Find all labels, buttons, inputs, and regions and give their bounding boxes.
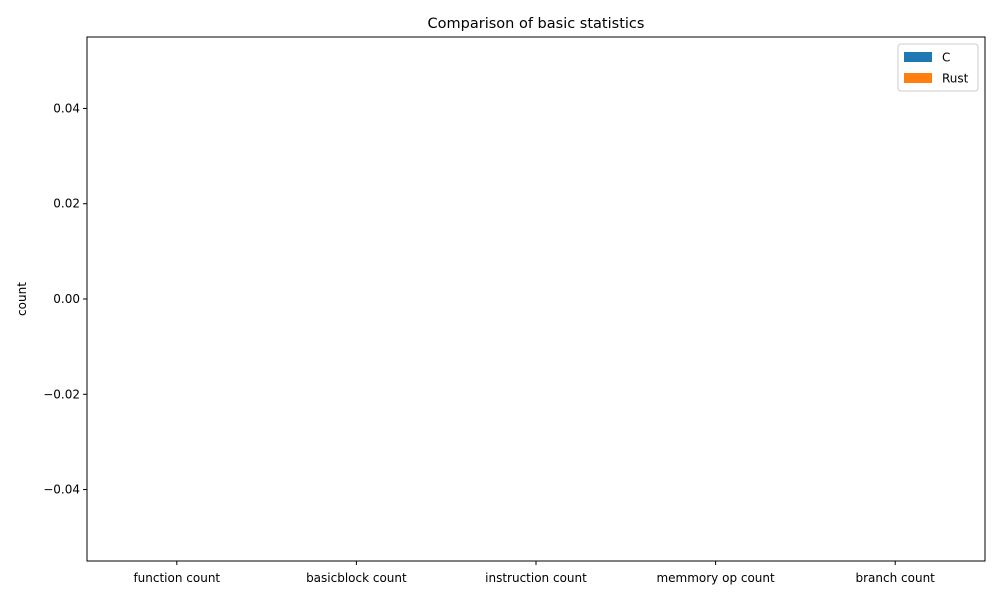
x-tick-label: branch count [856, 571, 936, 585]
legend: C Rust [897, 43, 979, 92]
chart-title: Comparison of basic statistics [428, 16, 645, 32]
x-tick-label: basicblock count [306, 571, 407, 585]
y-tick-label: 0.04 [53, 101, 80, 115]
y-tick-label: 0.02 [53, 197, 80, 211]
legend-swatch-rust [904, 73, 932, 83]
axes-frame [86, 36, 986, 562]
x-tick-label: function count [133, 571, 220, 585]
x-tick-label: instruction count [485, 571, 587, 585]
y-tick-label: −0.04 [43, 483, 80, 497]
legend-label-rust: Rust [942, 72, 969, 86]
legend-label-c: C [942, 51, 950, 65]
y-tick-label: 0.00 [53, 292, 80, 306]
x-tick-label: memmory op count [656, 571, 775, 585]
legend-swatch-c [904, 52, 932, 62]
y-tick-label: −0.02 [43, 387, 80, 401]
y-axis-label: count [15, 282, 29, 316]
plot-area: −0.04 −0.02 0.00 0.02 0.04 function count basi… [43, 36, 986, 585]
